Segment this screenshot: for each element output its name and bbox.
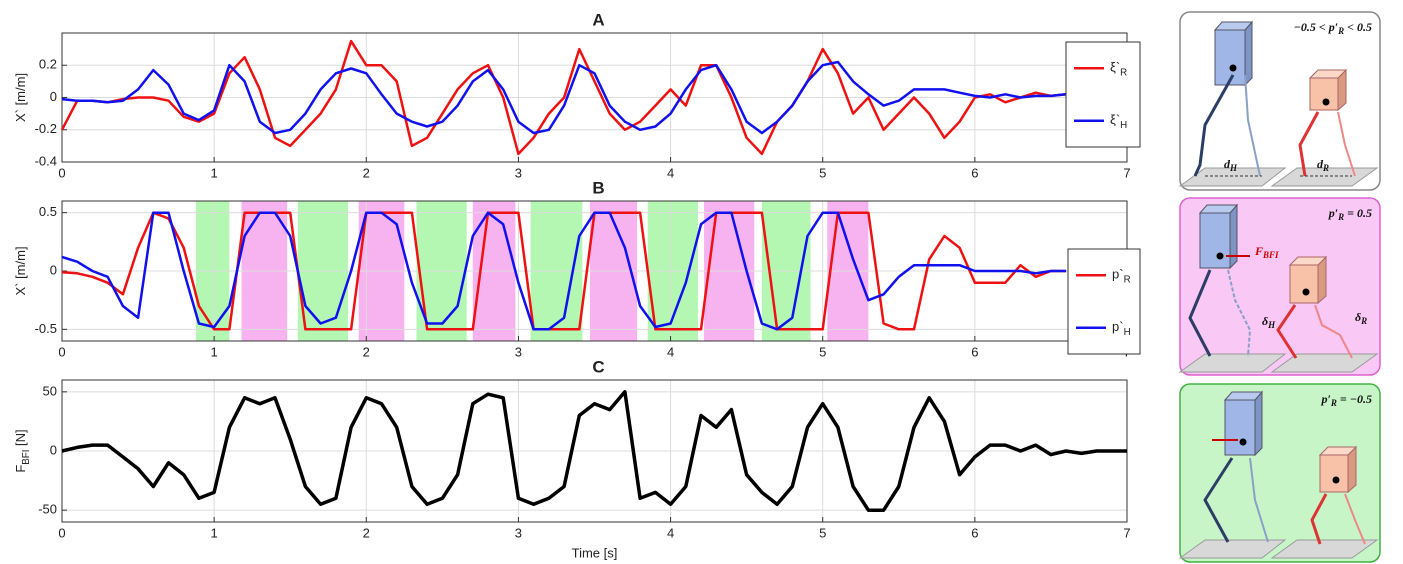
y-tick-label: -0.5 [35, 321, 57, 336]
x-tick-label: 1 [211, 344, 218, 359]
x-tick-label: 4 [667, 165, 674, 180]
data-line [61, 211, 1067, 331]
legend-label-part: p` [1112, 319, 1124, 334]
y-axis-label: X` [m/m] [13, 246, 28, 295]
y-tick-label: 0.2 [39, 57, 57, 72]
y-tick-label: 0 [50, 442, 57, 457]
distance-label: dR [1317, 157, 1329, 173]
diagram-panel [1178, 11, 1381, 191]
x-tick-label: 6 [971, 525, 978, 540]
y-tick-label: 50 [43, 383, 57, 398]
x-tick-label: 2 [363, 165, 370, 180]
legend-label-part: ξ` [1110, 112, 1120, 127]
y-axis-label-part: [N] [13, 429, 28, 449]
x-tick-label: 3 [515, 165, 522, 180]
panel-label-part: = −0.5 [1337, 392, 1372, 406]
panel-label-part: R [1337, 26, 1344, 36]
y-tick-label: 0 [50, 89, 57, 104]
y-axis-label-part: BFI [21, 450, 32, 465]
legend-label-part: H [1120, 119, 1127, 130]
chart-title: B [592, 178, 604, 197]
y-tick-label: 0 [50, 262, 57, 277]
legend-box [1065, 41, 1141, 148]
distance-label-part: R [1360, 316, 1367, 326]
y-axis-label: FBFI [N] [13, 429, 31, 472]
force-label-part: F [1254, 244, 1263, 258]
chart-title: C [592, 357, 604, 376]
y-axis-label-part: F [13, 465, 28, 473]
panel-label-part: p′ [1321, 392, 1331, 406]
x-tick-label: 5 [819, 525, 826, 540]
distance-label-part: H [1267, 320, 1276, 330]
x-tick-label: 0 [58, 165, 65, 180]
diagram-panel [1178, 197, 1381, 376]
panel-label-part: −0.5 < p′ [1294, 20, 1338, 34]
distance-label-part: δ [1355, 310, 1361, 324]
force-label-part: BFI [1262, 250, 1279, 260]
panel-label-part: p′ [1328, 206, 1338, 220]
legend-label-part: R [1124, 274, 1131, 285]
data-line [61, 60, 1067, 135]
distance-label: δR [1355, 310, 1367, 326]
panel-label: p′R = −0.5 [1321, 392, 1373, 408]
x-tick-label: 6 [971, 344, 978, 359]
x-axis-label: Time [s] [572, 545, 618, 560]
x-tick-label: 7 [1123, 165, 1130, 180]
legend-label: ξ`R [1110, 60, 1127, 78]
y-axis-label-part: X` [m/m] [13, 246, 28, 295]
panel-label-part: = 0.5 [1344, 206, 1372, 220]
y-axis-label-part: X` [m/m] [13, 73, 28, 122]
distance-label-part: d [1224, 157, 1231, 171]
x-tick-label: 3 [515, 344, 522, 359]
data-line [61, 211, 1067, 331]
x-tick-label: 0 [58, 525, 65, 540]
x-tick-label: 6 [971, 165, 978, 180]
x-tick-label: 5 [819, 344, 826, 359]
y-tick-label: -50 [38, 502, 57, 517]
y-tick-label: -0.4 [35, 153, 57, 168]
data-line [61, 390, 1127, 512]
distance-label-part: δ [1262, 314, 1268, 328]
legend-label-part: ξ` [1110, 60, 1120, 75]
distance-label-part: H [1229, 163, 1238, 173]
legend-label-part: R [1120, 67, 1127, 78]
panel-label-part: R [1337, 212, 1344, 222]
data-line [60, 39, 1067, 156]
legend-label: p`R [1112, 267, 1131, 285]
x-tick-label: 4 [667, 525, 674, 540]
x-tick-label: 2 [363, 344, 370, 359]
chart-title: A [592, 10, 604, 29]
x-tick-label: 3 [515, 525, 522, 540]
legend-box [1067, 248, 1141, 355]
legend-label: ξ`H [1110, 112, 1127, 130]
diagram-panel [1178, 383, 1381, 563]
distance-label-part: R [1322, 163, 1329, 173]
x-tick-label: 5 [819, 165, 826, 180]
y-tick-label: -0.2 [35, 121, 57, 136]
x-tick-label: 7 [1123, 525, 1130, 540]
panel-label: p′R = 0.5 [1328, 206, 1372, 222]
y-tick-label: 0.5 [39, 204, 57, 219]
panel-label-part: R [1330, 398, 1337, 408]
x-tick-label: 2 [363, 525, 370, 540]
distance-label: δH [1262, 314, 1276, 330]
distance-label-part: d [1317, 157, 1324, 171]
legend-label-part: p` [1112, 267, 1124, 282]
legend-label: p`H [1112, 319, 1131, 337]
panel-label-part: < 0.5 [1344, 20, 1372, 34]
x-tick-label: 1 [211, 525, 218, 540]
panel-label: −0.5 < p′R < 0.5 [1294, 20, 1372, 36]
y-axis-label: X` [m/m] [13, 73, 28, 122]
x-tick-label: 0 [58, 344, 65, 359]
x-tick-label: 1 [211, 165, 218, 180]
force-label: FBFI [1254, 244, 1279, 260]
distance-label: dH [1224, 157, 1238, 173]
x-tick-label: 4 [667, 344, 674, 359]
legend-label-part: H [1124, 326, 1131, 337]
